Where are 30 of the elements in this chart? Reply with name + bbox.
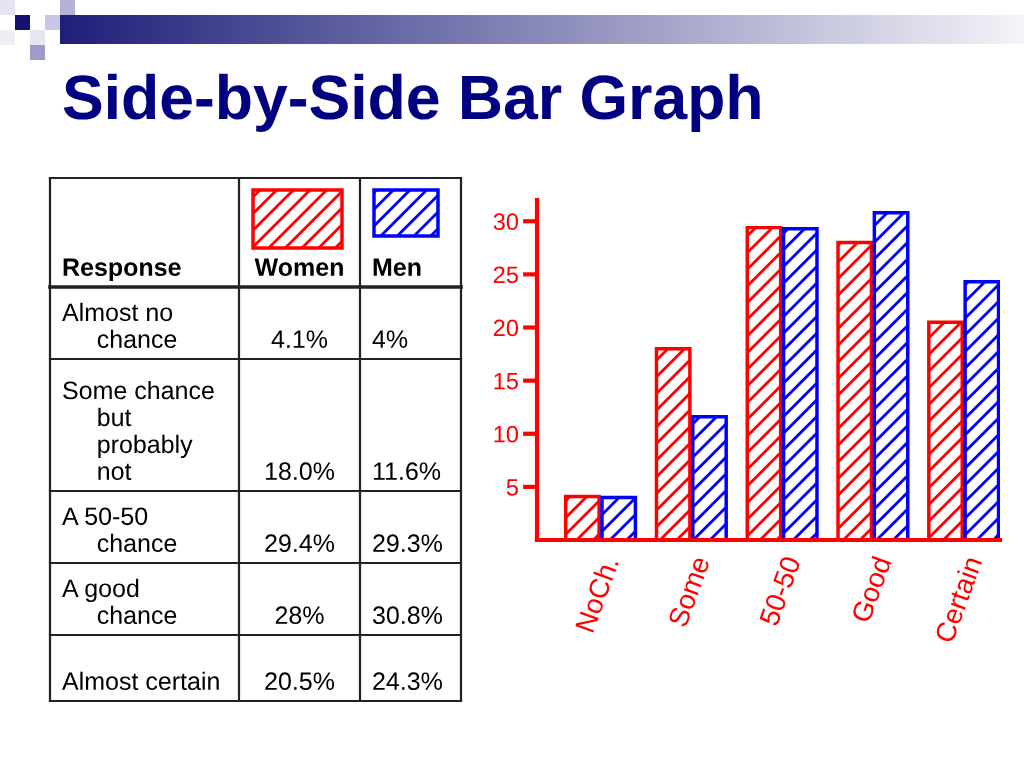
x-tick-label: NoCh. <box>574 556 619 633</box>
text: Some chance but probably not <box>63 380 214 481</box>
text: 4% <box>372 330 408 348</box>
text: Almost certain <box>62 671 219 691</box>
text: 28% <box>275 606 324 625</box>
x-tick-label: Good <box>850 555 892 624</box>
x-tick-label: Certain <box>933 555 983 644</box>
text: Response <box>63 258 181 281</box>
x-tick-label: Some <box>667 555 711 628</box>
text: Almost no chance <box>62 302 177 349</box>
text: A 50-50 chance <box>62 507 177 553</box>
y-tick-label: 20 <box>493 319 519 337</box>
chart-title: Side-by-Side Bar Graph <box>63 73 760 132</box>
y-tick-label: 30 <box>493 213 519 231</box>
text: A good chance <box>62 578 177 625</box>
y-tick-label: 10 <box>494 425 519 443</box>
text: 20.5% <box>265 672 335 691</box>
y-tick-label: 15 <box>494 372 518 390</box>
text: 18.0% <box>265 462 335 481</box>
text: 29.4% <box>265 534 335 553</box>
legend-label: Women <box>254 258 343 277</box>
x-tick-label: 50-50 <box>758 555 801 627</box>
text: 30.8% <box>372 606 442 625</box>
y-tick-label: 25 <box>493 266 518 284</box>
text: 11.6% <box>373 462 441 481</box>
text: 4.1% <box>271 330 328 348</box>
legend-label: Men <box>373 258 421 277</box>
text: 29.3% <box>373 534 442 553</box>
y-tick-label: 5 <box>506 479 518 496</box>
text: 24.3% <box>373 672 442 691</box>
